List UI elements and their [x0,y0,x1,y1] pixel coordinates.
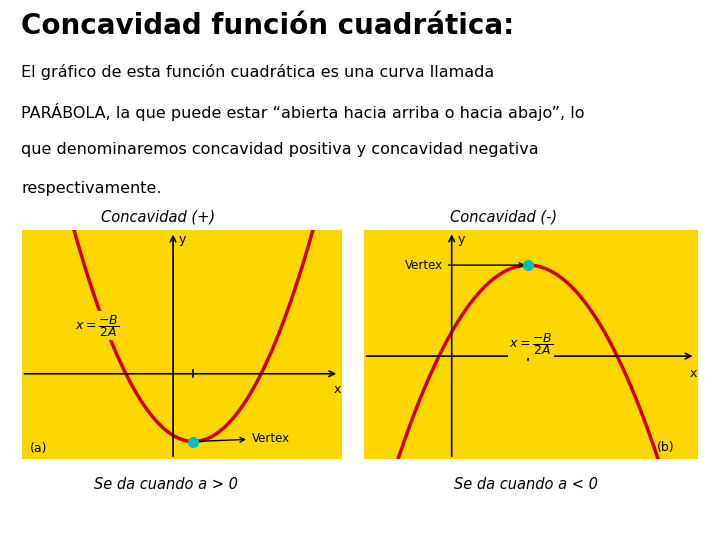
Text: $x=\dfrac{-B}{2A}$: $x=\dfrac{-B}{2A}$ [76,313,120,339]
Text: $x=\dfrac{-B}{2A}$: $x=\dfrac{-B}{2A}$ [509,332,553,357]
Text: El gráfico de esta función cuadrática es una curva llamada: El gráfico de esta función cuadrática es… [22,64,495,80]
Text: Vertex: Vertex [405,259,523,272]
Text: PARÁBOLA, la que puede estar “abierta hacia arriba o hacia abajo”, lo: PARÁBOLA, la que puede estar “abierta ha… [22,103,585,122]
Text: x: x [333,383,341,396]
Text: Concavidad función cuadrática:: Concavidad función cuadrática: [22,12,515,40]
Text: Se da cuando a < 0: Se da cuando a < 0 [454,477,598,492]
Text: UST: UST [631,514,672,531]
Text: ®: ® [683,517,693,528]
Text: Se da cuando a > 0: Se da cuando a > 0 [94,477,238,492]
Text: respectivamente.: respectivamente. [22,181,162,196]
Text: y: y [458,233,465,246]
Text: Concavidad (+): Concavidad (+) [102,210,215,225]
Text: (b): (b) [657,441,675,454]
Text: (a): (a) [30,442,48,455]
Text: que denominaremos concavidad positiva y concavidad negativa: que denominaremos concavidad positiva y … [22,142,539,157]
Text: y: y [179,233,186,246]
Text: Concavidad (-): Concavidad (-) [451,210,557,225]
Text: Vertex: Vertex [197,432,290,445]
Text: x: x [690,367,698,380]
